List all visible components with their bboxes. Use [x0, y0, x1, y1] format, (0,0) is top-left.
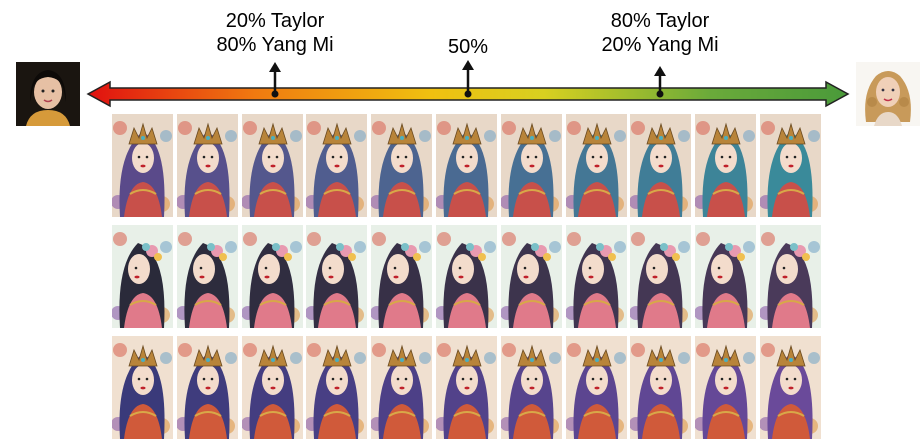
grid-image-r1-c2 — [177, 114, 238, 217]
grid-image-r3-c3 — [242, 336, 303, 439]
grid-image-r2-c10 — [695, 225, 756, 328]
right-endpoint-photo — [856, 62, 920, 126]
grid-image-r3-c4 — [306, 336, 367, 439]
grid-image-r3-c11 — [760, 336, 821, 439]
grid-image-r1-c7 — [501, 114, 562, 217]
grid-image-r3-c7 — [501, 336, 562, 439]
grid-image-r1-c6 — [436, 114, 497, 217]
left-endpoint-photo — [16, 62, 80, 126]
grid-image-r1-c10 — [695, 114, 756, 217]
grid-image-r2-c9 — [630, 225, 691, 328]
label-center: 50% — [418, 35, 518, 59]
grid-image-r3-c2 — [177, 336, 238, 439]
interpolation-arrow — [86, 60, 850, 108]
grid-image-r1-c5 — [371, 114, 432, 217]
grid-image-r2-c7 — [501, 225, 562, 328]
grid-image-r2-c3 — [242, 225, 303, 328]
marker-right — [654, 66, 666, 98]
marker-center — [462, 60, 474, 98]
grid-image-r2-c2 — [177, 225, 238, 328]
grid-image-r3-c1 — [112, 336, 173, 439]
grid-image-r3-c10 — [695, 336, 756, 439]
grid-image-r2-c1 — [112, 225, 173, 328]
grid-image-r3-c5 — [371, 336, 432, 439]
grid-image-r2-c6 — [436, 225, 497, 328]
grid-image-r3-c8 — [566, 336, 627, 439]
grid-image-r1-c3 — [242, 114, 303, 217]
label-center-text: 50% — [447, 36, 489, 58]
grid-image-r1-c8 — [566, 114, 627, 217]
label-left-line2: 80% Yang Mi — [216, 34, 334, 56]
label-left-line1: 20% Taylor — [225, 10, 325, 32]
grid-image-r2-c11 — [760, 225, 821, 328]
label-right: 80% Taylor 20% Yang Mi — [585, 9, 735, 57]
grid-image-r1-c4 — [306, 114, 367, 217]
grid-image-r2-c4 — [306, 225, 367, 328]
grid-image-r1-c9 — [630, 114, 691, 217]
grid-image-r3-c6 — [436, 336, 497, 439]
grid-image-r1-c11 — [760, 114, 821, 217]
grid-image-r2-c5 — [371, 225, 432, 328]
grid-image-r3-c9 — [630, 336, 691, 439]
label-right-line2: 20% Yang Mi — [601, 34, 719, 56]
grid-image-r2-c8 — [566, 225, 627, 328]
label-right-line1: 80% Taylor — [610, 10, 710, 32]
label-left: 20% Taylor 80% Yang Mi — [200, 9, 350, 57]
grid-image-r1-c1 — [112, 114, 173, 217]
marker-left — [269, 62, 281, 98]
